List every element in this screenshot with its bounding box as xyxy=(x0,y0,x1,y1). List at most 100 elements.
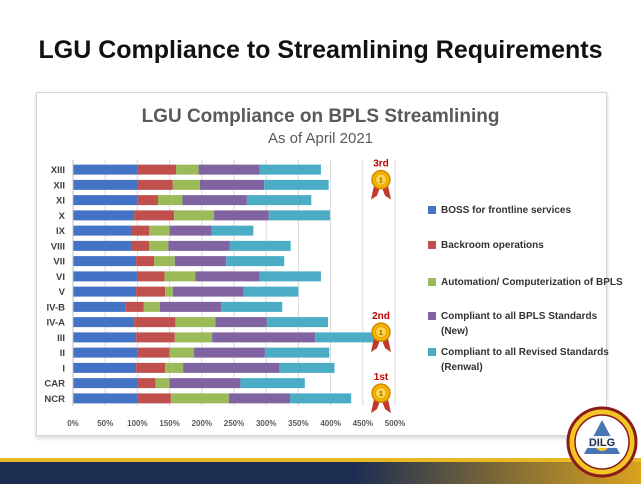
footer-accent-line xyxy=(0,458,641,462)
y-category-label: II xyxy=(60,348,65,359)
bar-segment xyxy=(168,240,230,251)
bar-segment xyxy=(315,332,380,343)
x-tick-label: 450% xyxy=(353,419,373,428)
bar-segment xyxy=(279,362,335,373)
medal-inner xyxy=(375,173,387,186)
bar-segment xyxy=(165,286,173,297)
bar-segment xyxy=(137,195,159,206)
y-category-label: IV-A xyxy=(47,318,66,329)
bar-segment xyxy=(136,286,166,297)
legend-label-backroom: Backroom operations xyxy=(441,240,544,251)
bar-segment xyxy=(73,301,126,312)
bar-segment xyxy=(290,393,352,404)
bar-segment xyxy=(137,347,170,358)
legend-swatch-bpls-new xyxy=(428,312,436,320)
footer-band xyxy=(0,462,641,484)
bar-segment xyxy=(154,256,175,267)
x-tick-label: 400% xyxy=(320,419,340,428)
bar-segment xyxy=(172,179,200,190)
bar-segment xyxy=(259,164,321,175)
bar-segment xyxy=(195,271,260,282)
bar-segment xyxy=(73,378,138,389)
bar-segment xyxy=(246,195,312,206)
medal-number: 1 xyxy=(379,330,383,337)
bar-segment xyxy=(268,210,330,221)
y-category-label: VII xyxy=(53,257,65,268)
bar-segment xyxy=(214,210,269,221)
bar-segment xyxy=(183,362,280,373)
bar-segment xyxy=(73,393,138,404)
bar-segment xyxy=(136,256,155,267)
bar-segment xyxy=(73,195,138,206)
bar-segment xyxy=(164,271,196,282)
x-tick-label: 250% xyxy=(224,419,244,428)
bar-segment xyxy=(182,195,247,206)
medal-inner xyxy=(375,387,387,400)
medal-inner xyxy=(375,326,387,339)
bar-segment xyxy=(137,164,177,175)
bar-segment xyxy=(143,301,160,312)
y-category-label: III xyxy=(57,333,65,344)
medal-ribbon-left xyxy=(371,185,380,200)
bar-segment xyxy=(73,332,137,343)
slide-title: LGU Compliance to Streamlining Requireme… xyxy=(38,36,603,64)
medal-ribbon-right xyxy=(382,399,391,414)
bar-segment xyxy=(73,164,138,175)
x-tick-label: 0% xyxy=(67,419,79,428)
legend-label-automation: Automation/ Computerization of BPLS xyxy=(441,277,623,288)
bar-segment xyxy=(174,210,215,221)
bar-segment xyxy=(158,195,183,206)
legend-swatch-backroom xyxy=(428,241,436,249)
bar-segment xyxy=(136,362,166,373)
y-category-label: XIII xyxy=(51,165,65,176)
bar-segment xyxy=(130,240,149,251)
bar-segment xyxy=(240,378,305,389)
bar-segment xyxy=(73,271,138,282)
bar-segment xyxy=(137,271,165,282)
bar-segment xyxy=(215,317,267,328)
y-category-label: CAR xyxy=(44,379,65,390)
bar-segment xyxy=(137,378,156,389)
legend-label-renewal: Compliant to all Revised Standards (Renw… xyxy=(441,347,609,373)
y-category-label: VI xyxy=(56,272,65,283)
bar-segment xyxy=(199,179,265,190)
legend-swatch-boss xyxy=(428,206,436,214)
bar-segment xyxy=(73,210,135,221)
bar-segment xyxy=(73,179,138,190)
bar-segment xyxy=(264,347,330,358)
bar-segment xyxy=(130,225,149,236)
legend-label-boss: BOSS for frontline services xyxy=(441,205,572,216)
bar-segment xyxy=(169,378,241,389)
bar-segment xyxy=(134,210,175,221)
logo-text: DILG xyxy=(589,437,615,449)
bar-segment xyxy=(73,286,137,297)
medal-ribbon-right xyxy=(382,185,391,200)
bar-segment xyxy=(137,179,173,190)
x-tick-label: 100% xyxy=(127,419,147,428)
bar-segment xyxy=(194,347,265,358)
bar-segment xyxy=(172,286,244,297)
bar-segment xyxy=(73,256,137,267)
bar-segment xyxy=(73,240,131,251)
dilg-logo: DILG xyxy=(566,406,638,478)
bar-segment xyxy=(137,393,171,404)
y-category-label: XII xyxy=(53,180,65,191)
bar-segment xyxy=(136,332,175,343)
bar-segment xyxy=(169,347,195,358)
medal-ribbon-left xyxy=(371,399,380,414)
y-category-label: X xyxy=(59,211,66,222)
rank-annotation-label: 1st xyxy=(374,372,389,383)
bar-segment xyxy=(159,301,222,312)
x-tick-label: 500% xyxy=(385,419,405,428)
bar-segment xyxy=(259,271,321,282)
bar-segment xyxy=(174,332,213,343)
bar-segment xyxy=(228,393,291,404)
legend-label-bpls-new: Compliant to all BPLS Standards (New) xyxy=(441,311,598,337)
bar-segment xyxy=(174,256,227,267)
bar-segment xyxy=(243,286,299,297)
bar-segment xyxy=(73,317,135,328)
bar-segment xyxy=(73,362,137,373)
x-tick-label: 200% xyxy=(192,419,212,428)
bar-segment xyxy=(176,164,199,175)
